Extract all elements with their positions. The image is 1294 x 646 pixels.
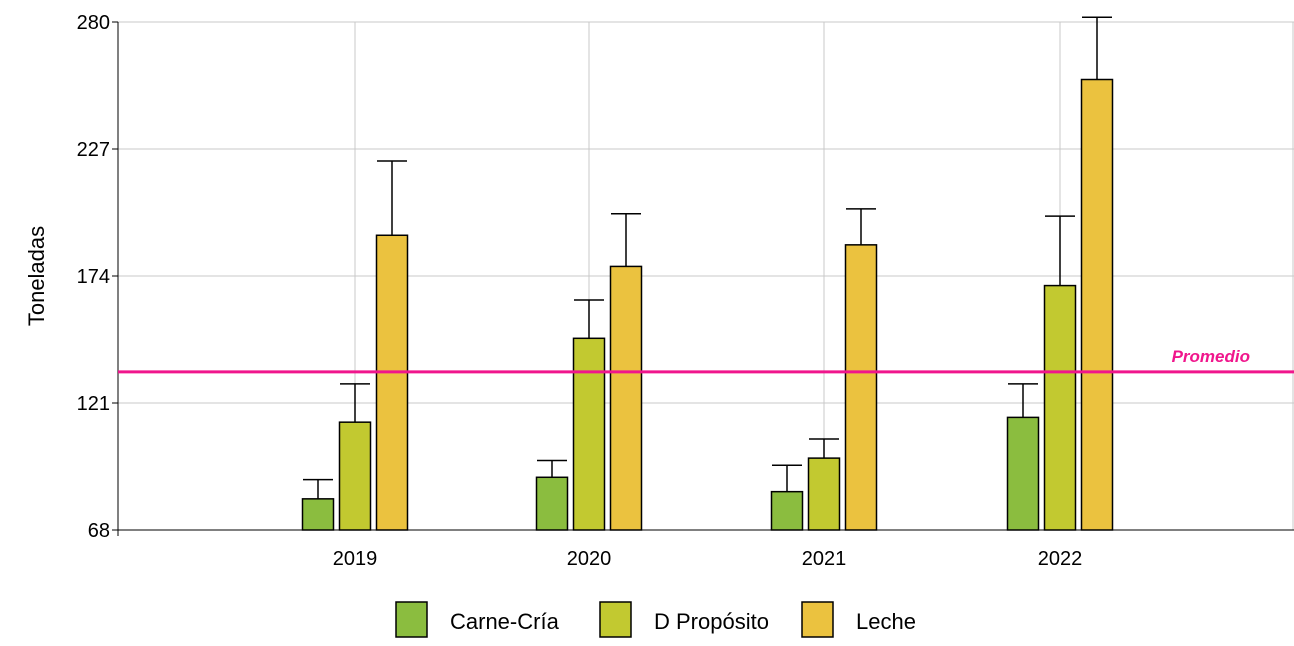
bar	[535, 476, 569, 531]
bar	[572, 337, 606, 531]
legend-swatch	[395, 601, 428, 638]
x-tick-label: 2022	[1038, 548, 1083, 570]
y-tick-label: 121	[77, 393, 110, 415]
x-tick-label: 2020	[567, 548, 612, 570]
bar	[338, 421, 372, 531]
bar	[1006, 416, 1040, 531]
grid	[118, 21, 1294, 530]
y-tick-label: 174	[77, 266, 110, 288]
legend-swatch	[801, 601, 834, 638]
bar	[770, 490, 804, 531]
bars	[301, 16, 1114, 531]
bar	[844, 244, 878, 531]
bar	[1080, 78, 1114, 531]
y-axis-label: Toneladas	[24, 226, 49, 326]
y-tick-label: 280	[77, 12, 110, 34]
legend-label: D Propósito	[654, 609, 769, 634]
y-tick-label: 68	[88, 520, 110, 542]
x-tick-label: 2021	[802, 548, 847, 570]
reference-line-label: Promedio	[1172, 347, 1250, 366]
bar	[807, 457, 841, 531]
bar	[301, 498, 335, 531]
bar	[375, 234, 409, 531]
x-tick-label: 2019	[333, 548, 378, 570]
axes: 68 121 174 227 280 2019 2020 2021 2022 Toneladas	[24, 12, 1294, 570]
reference-line-group: Promedio	[118, 347, 1294, 374]
bar	[1043, 284, 1077, 531]
legend: Carne-Cría D Propósito Leche	[395, 601, 916, 638]
y-tick-label: 227	[77, 139, 110, 161]
legend-label: Carne-Cría	[450, 609, 560, 634]
legend-swatch	[599, 601, 632, 638]
legend-label: Leche	[856, 609, 916, 634]
bar	[609, 265, 643, 531]
